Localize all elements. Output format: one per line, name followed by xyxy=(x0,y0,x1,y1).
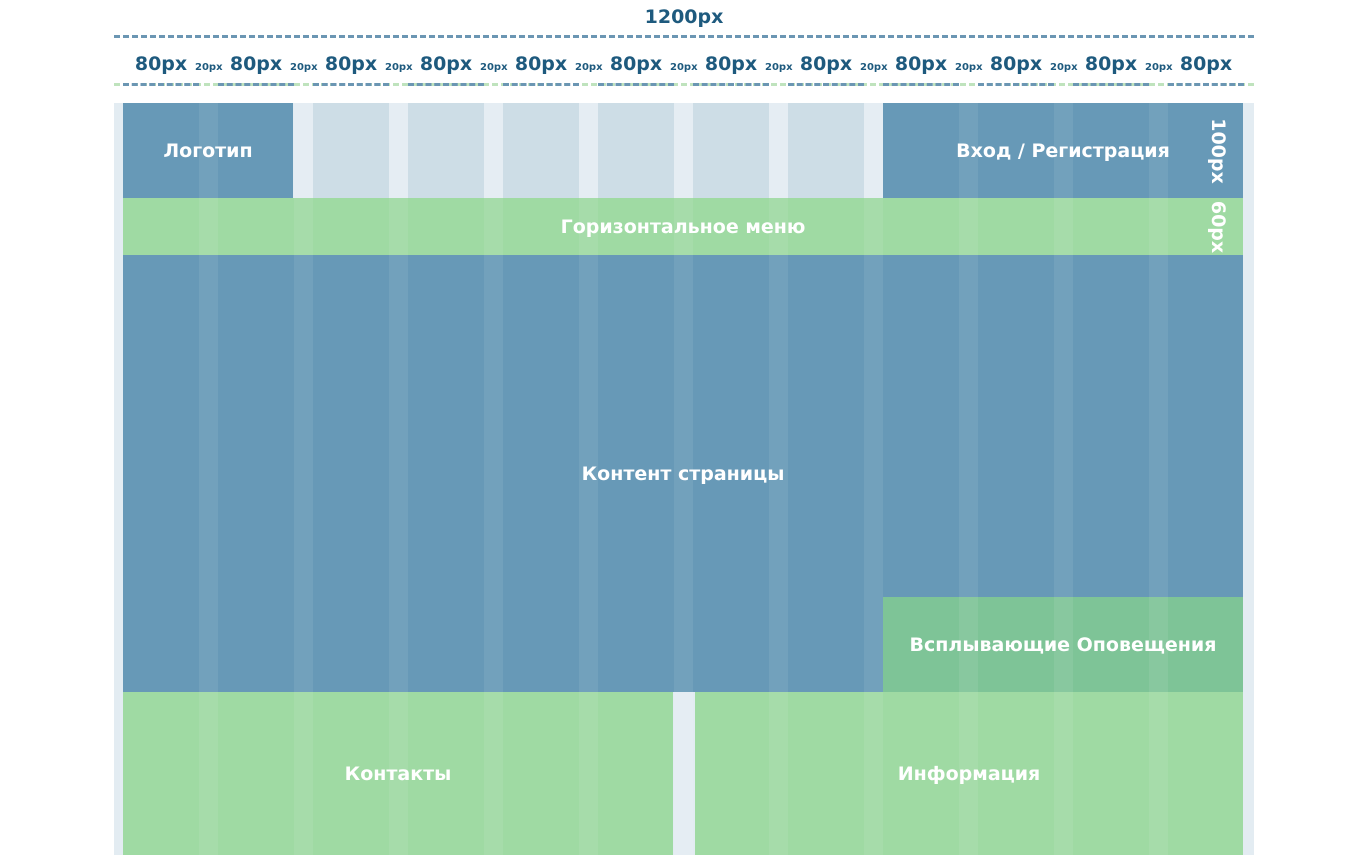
alerts-label: Всплывающие Оповещения xyxy=(909,633,1217,656)
contacts-label: Контакты xyxy=(344,762,452,785)
logo-block[interactable]: Логотип xyxy=(123,103,293,198)
gutter-overlay xyxy=(1149,103,1168,855)
column-ruler-segment xyxy=(693,83,769,86)
gutter-overlay xyxy=(769,103,788,855)
column-width-label: 80px xyxy=(514,53,568,75)
column-ruler-segment xyxy=(408,83,484,86)
header-column-guide xyxy=(598,103,674,198)
total-width-label: 1200px xyxy=(644,6,724,28)
column-ruler-segment xyxy=(123,83,199,86)
gutter-width-label: 20px xyxy=(480,62,508,73)
content-label: Контент страницы xyxy=(581,462,785,485)
column-ruler-segment xyxy=(978,83,1054,86)
gutter-width-label: 20px xyxy=(860,62,888,73)
horizontal-menu-block[interactable]: Горизонтальное меню xyxy=(123,198,1243,255)
column-width-label: 80px xyxy=(1084,53,1138,75)
header-column-guide xyxy=(788,103,864,198)
gutter-overlay xyxy=(864,103,883,855)
gutter-width-label: 20px xyxy=(670,62,698,73)
column-width-label: 80px xyxy=(609,53,663,75)
header-height-marker: 100px xyxy=(1193,103,1243,198)
header-column-guide xyxy=(693,103,769,198)
column-width-label: 80px xyxy=(134,53,188,75)
header-column-guide xyxy=(503,103,579,198)
gutter-width-label: 20px xyxy=(385,62,413,73)
gutter-width-label: 20px xyxy=(290,62,318,73)
column-width-label: 80px xyxy=(419,53,473,75)
column-width-label: 80px xyxy=(229,53,283,75)
logo-label: Логотип xyxy=(163,139,253,162)
gutter-width-label: 20px xyxy=(765,62,793,73)
column-ruler-segment xyxy=(218,83,294,86)
horizontal-menu-label: Горизонтальное меню xyxy=(560,215,806,238)
column-ruler-segment xyxy=(598,83,674,86)
info-label: Информация xyxy=(897,762,1041,785)
column-width-label: 80px xyxy=(324,53,378,75)
menu-height-label: 60px xyxy=(1207,200,1230,253)
gutter-overlay xyxy=(294,103,313,855)
column-ruler-segment xyxy=(883,83,959,86)
gutter-width-label: 20px xyxy=(955,62,983,73)
login-label: Вход / Регистрация xyxy=(956,139,1170,162)
gutter-overlay xyxy=(579,103,598,855)
gutter-overlay xyxy=(199,103,218,855)
contacts-block[interactable]: Контакты xyxy=(123,692,673,855)
column-width-label: 80px xyxy=(1179,53,1233,75)
column-ruler-segment xyxy=(788,83,864,86)
column-ruler-segment xyxy=(1073,83,1149,86)
column-width-label: 80px xyxy=(894,53,948,75)
header-column-guide xyxy=(408,103,484,198)
alerts-block[interactable]: Всплывающие Оповещения xyxy=(883,597,1243,692)
gutter-overlay xyxy=(389,103,408,855)
column-ruler-segment xyxy=(503,83,579,86)
gutter-width-label: 20px xyxy=(1050,62,1078,73)
gutter-width-label: 20px xyxy=(575,62,603,73)
gutter-width-label: 20px xyxy=(195,62,223,73)
gutter-ruler xyxy=(114,83,1254,86)
gutter-overlay xyxy=(959,103,978,855)
total-width-ruler xyxy=(114,35,1254,38)
menu-height-marker: 60px xyxy=(1193,198,1243,255)
column-ruler-segment xyxy=(313,83,389,86)
header-column-guide xyxy=(313,103,389,198)
column-width-label: 80px xyxy=(799,53,853,75)
gutter-width-label: 20px xyxy=(1145,62,1173,73)
login-block[interactable]: Вход / Регистрация xyxy=(883,103,1243,198)
column-width-label: 80px xyxy=(989,53,1043,75)
column-ruler-segment xyxy=(1168,83,1244,86)
header-height-label: 100px xyxy=(1207,117,1229,184)
gutter-overlay xyxy=(484,103,503,855)
gutter-overlay xyxy=(1054,103,1073,855)
column-width-label: 80px xyxy=(704,53,758,75)
info-block[interactable]: Информация xyxy=(695,692,1243,855)
gutter-overlay xyxy=(674,103,693,855)
